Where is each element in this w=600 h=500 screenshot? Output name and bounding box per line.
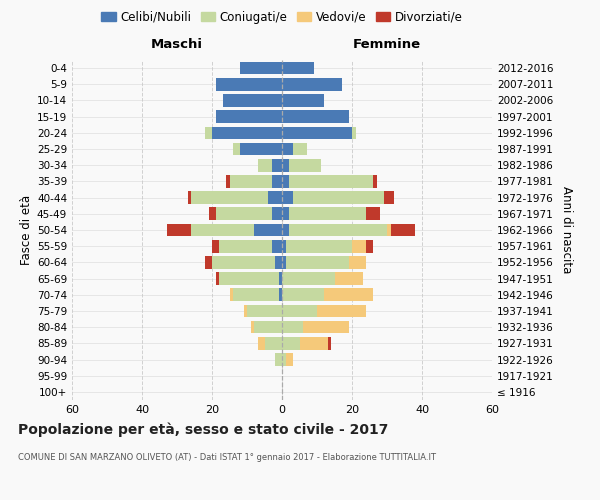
Bar: [212, 126, 282, 139]
Bar: [286, 240, 352, 252]
Bar: [254, 224, 282, 236]
Text: Maschi: Maschi: [151, 38, 203, 52]
Bar: [275, 353, 282, 366]
Bar: [293, 142, 307, 156]
Bar: [219, 240, 271, 252]
Text: Popolazione per età, sesso e stato civile - 2017: Popolazione per età, sesso e stato civil…: [18, 422, 388, 437]
Bar: [282, 240, 286, 252]
Bar: [215, 272, 219, 285]
Bar: [271, 175, 282, 188]
Bar: [240, 62, 282, 74]
Bar: [215, 208, 271, 220]
Bar: [282, 337, 299, 349]
Bar: [229, 175, 271, 188]
Bar: [251, 321, 254, 334]
Bar: [349, 256, 366, 268]
Bar: [233, 142, 240, 156]
Bar: [205, 126, 212, 139]
Bar: [289, 159, 320, 172]
Bar: [352, 240, 366, 252]
Bar: [387, 224, 391, 236]
Bar: [282, 192, 293, 204]
Y-axis label: Anni di nascita: Anni di nascita: [560, 186, 573, 274]
Bar: [366, 240, 373, 252]
Bar: [303, 321, 349, 334]
Bar: [257, 337, 265, 349]
Bar: [282, 256, 286, 268]
Bar: [271, 208, 282, 220]
Bar: [223, 94, 282, 107]
Bar: [167, 224, 191, 236]
Bar: [282, 321, 303, 334]
Y-axis label: Fasce di età: Fasce di età: [20, 195, 33, 265]
Bar: [335, 272, 362, 285]
Bar: [226, 175, 229, 188]
Bar: [282, 78, 341, 90]
Bar: [282, 353, 286, 366]
Bar: [317, 304, 366, 318]
Text: COMUNE DI SAN MARZANO OLIVETO (AT) - Dati ISTAT 1° gennaio 2017 - Elaborazione T: COMUNE DI SAN MARZANO OLIVETO (AT) - Dat…: [18, 452, 436, 462]
Bar: [373, 175, 377, 188]
Bar: [278, 288, 282, 301]
Bar: [233, 288, 278, 301]
Bar: [257, 159, 271, 172]
Bar: [286, 353, 293, 366]
Bar: [282, 110, 349, 123]
Bar: [282, 159, 289, 172]
Bar: [212, 240, 219, 252]
Bar: [265, 337, 282, 349]
Bar: [244, 304, 247, 318]
Bar: [278, 272, 282, 285]
Bar: [205, 256, 212, 268]
Legend: Celibi/Nubili, Coniugati/e, Vedovi/e, Divorziati/e: Celibi/Nubili, Coniugati/e, Vedovi/e, Di…: [97, 6, 467, 28]
Bar: [271, 159, 282, 172]
Bar: [299, 337, 328, 349]
Bar: [268, 192, 282, 204]
Bar: [191, 224, 254, 236]
Bar: [366, 208, 380, 220]
Bar: [282, 304, 317, 318]
Bar: [391, 224, 415, 236]
Bar: [352, 126, 355, 139]
Bar: [209, 208, 215, 220]
Bar: [282, 224, 289, 236]
Bar: [215, 110, 282, 123]
Bar: [282, 288, 324, 301]
Bar: [282, 126, 352, 139]
Bar: [282, 208, 289, 220]
Bar: [282, 272, 335, 285]
Bar: [247, 304, 282, 318]
Bar: [229, 288, 233, 301]
Bar: [324, 288, 373, 301]
Bar: [282, 94, 324, 107]
Bar: [383, 192, 394, 204]
Bar: [275, 256, 282, 268]
Bar: [282, 142, 293, 156]
Bar: [215, 78, 282, 90]
Bar: [289, 175, 373, 188]
Bar: [240, 142, 282, 156]
Bar: [212, 256, 275, 268]
Bar: [282, 62, 314, 74]
Bar: [289, 208, 366, 220]
Bar: [289, 224, 387, 236]
Bar: [293, 192, 383, 204]
Bar: [219, 272, 278, 285]
Bar: [187, 192, 191, 204]
Bar: [328, 337, 331, 349]
Bar: [254, 321, 282, 334]
Bar: [271, 240, 282, 252]
Bar: [282, 175, 289, 188]
Bar: [286, 256, 349, 268]
Text: Femmine: Femmine: [353, 38, 421, 52]
Bar: [191, 192, 268, 204]
